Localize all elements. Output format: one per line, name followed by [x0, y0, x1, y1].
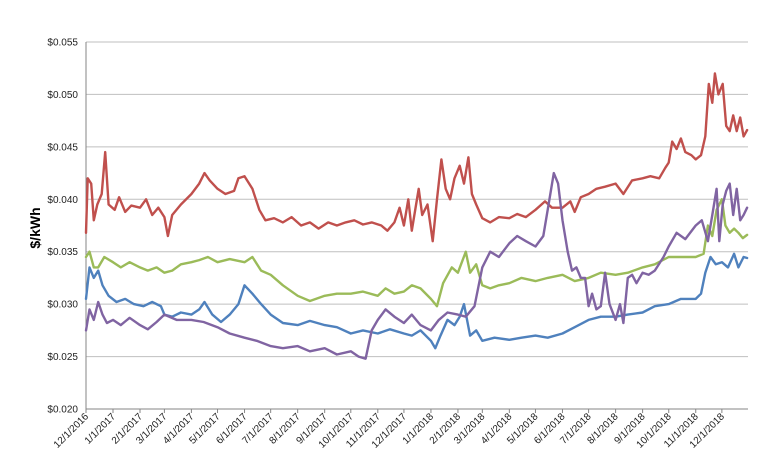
y-tick-label: $0.020 — [47, 405, 78, 416]
axes — [85, 42, 748, 413]
y-tick-label: $0.055 — [47, 38, 78, 49]
gridlines — [86, 41, 748, 358]
series-lines — [84, 72, 749, 360]
y-tick-label: $0.040 — [47, 195, 78, 206]
series-line-3 — [84, 252, 749, 350]
y-tick-labels: $0.020 $0.025 $0.030 $0.035 $0.040 $0.045 $0.0… — [47, 38, 78, 416]
y-tick-label: $0.030 — [47, 300, 78, 311]
y-tick-label: $0.035 — [47, 247, 78, 258]
y-tick-label: $0.045 — [47, 142, 78, 153]
y-axis-label: $/kWh — [27, 207, 43, 248]
series-line-4 — [84, 171, 749, 360]
y-tick-label: $0.025 — [47, 352, 78, 363]
series-line-1 — [84, 72, 749, 243]
series-line-2 — [84, 198, 749, 308]
x-tick-label: 12/1/2016 — [52, 411, 92, 450]
y-tick-label: $0.050 — [47, 90, 78, 101]
x-tick-labels: 12/1/20161/1/20172/1/20173/1/20174/1/201… — [52, 411, 727, 450]
